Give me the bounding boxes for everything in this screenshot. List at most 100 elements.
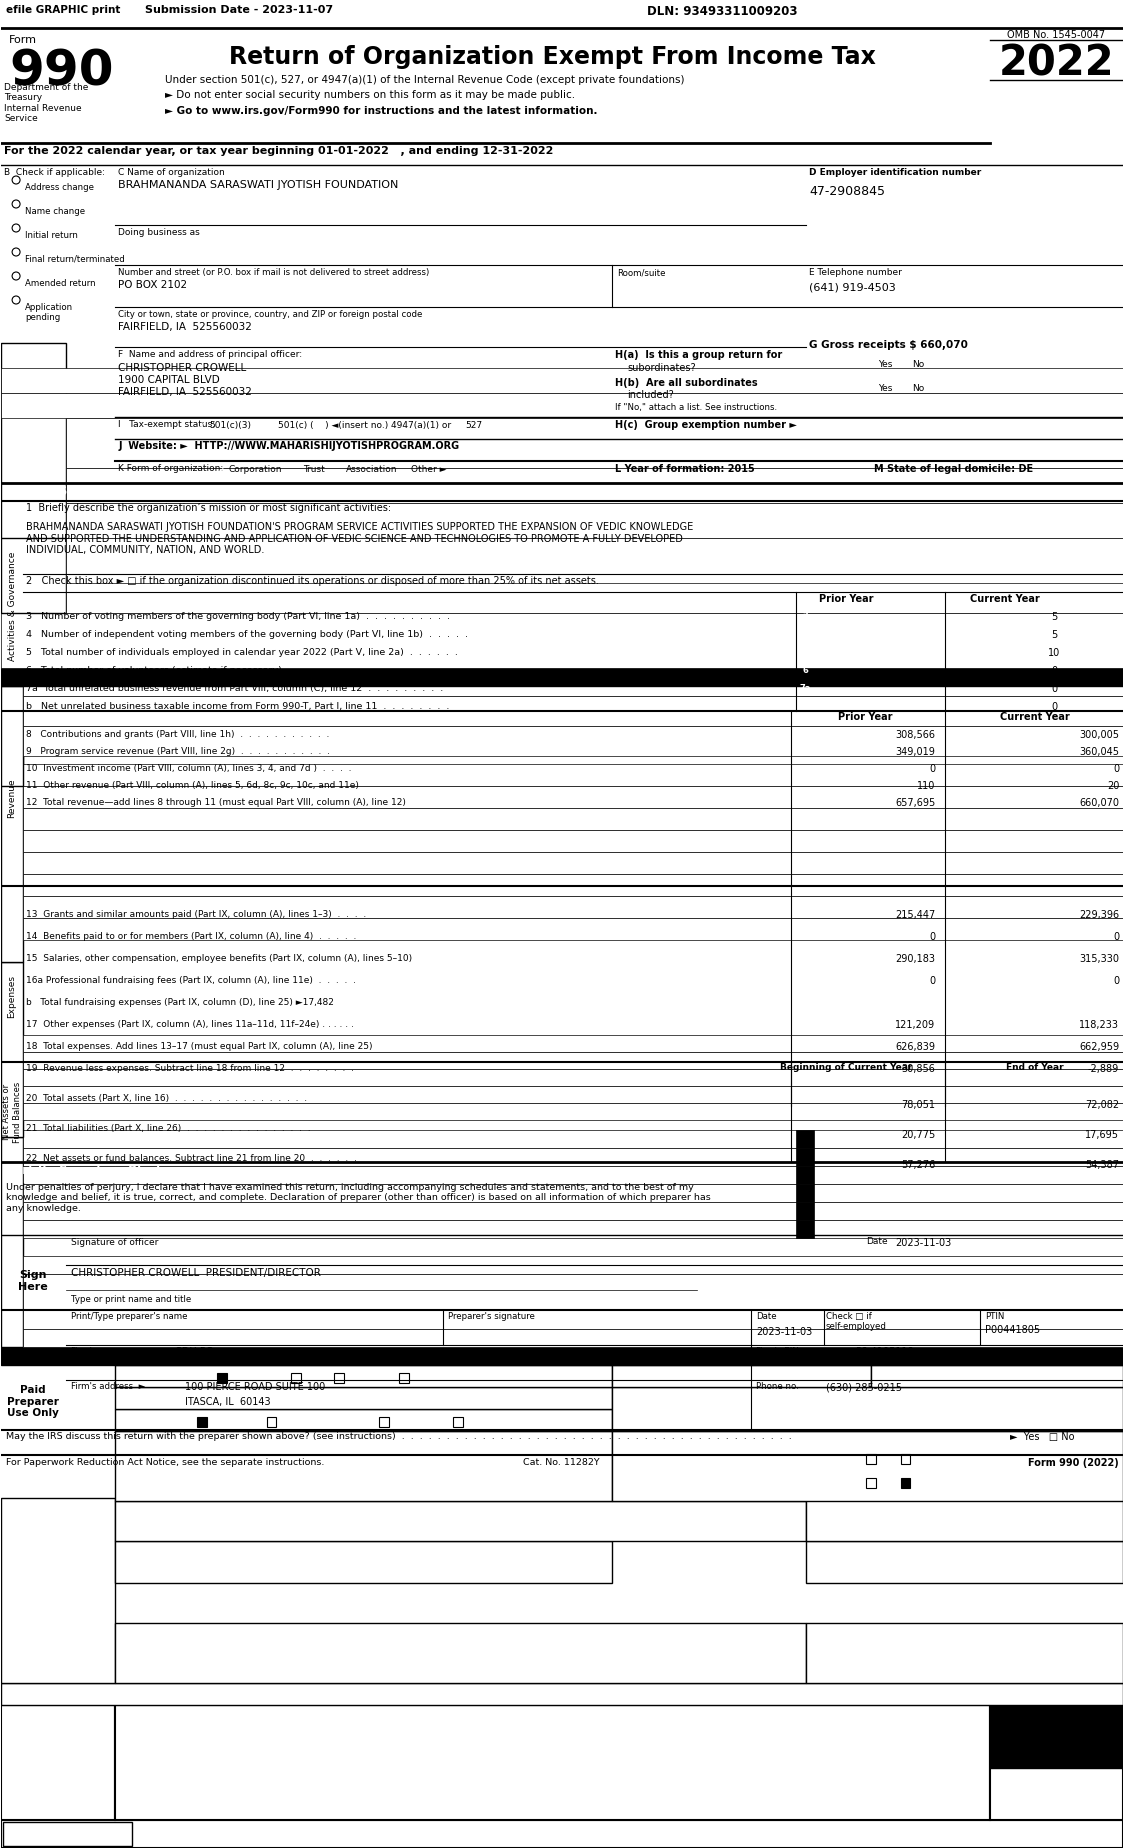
Text: Part II   Signature Block: Part II Signature Block (6, 1164, 164, 1177)
Text: b   Total fundraising expenses (Part IX, column (D), line 25) ►17,482: b Total fundraising expenses (Part IX, c… (26, 998, 334, 1007)
Bar (1, 1684, 1123, 1706)
Bar (115, 1706, 990, 1820)
Circle shape (12, 200, 20, 209)
Bar (23, 1035, 1123, 1052)
Text: 13  Grants and similar amounts paid (Part IX, column (A), lines 1–3)  .  .  .  .: 13 Grants and similar amounts paid (Part… (26, 909, 366, 918)
Bar (23, 697, 1123, 726)
Bar (806, 1478, 1123, 1541)
Text: CDH PC: CDH PC (175, 1347, 212, 1356)
Text: 15  Salaries, other compensation, employee benefits (Part IX, column (A), lines : 15 Salaries, other compensation, employe… (26, 954, 412, 963)
Circle shape (12, 272, 20, 281)
Text: FAIRFIELD, IA  525560032: FAIRFIELD, IA 525560032 (119, 386, 252, 397)
Text: Date: Date (756, 1312, 777, 1321)
Bar (901, 1454, 910, 1464)
Text: 7b: 7b (799, 702, 811, 711)
Bar (1, 963, 23, 1137)
Text: 657,695: 657,695 (895, 798, 935, 808)
Bar (65, 468, 1123, 503)
Text: 626,839: 626,839 (895, 1042, 935, 1052)
Bar (23, 1273, 1123, 1329)
Text: Signature of officer: Signature of officer (71, 1238, 158, 1247)
Bar (291, 1373, 301, 1382)
Text: No: No (912, 360, 925, 370)
Bar (1, 1820, 1123, 1848)
Text: 47-2908845: 47-2908845 (809, 185, 885, 198)
Text: B  Check if applicable:: B Check if applicable: (5, 168, 105, 177)
Bar (901, 1478, 910, 1488)
Bar (1, 1499, 115, 1684)
Text: (641) 919-4503: (641) 919-4503 (809, 283, 895, 292)
Text: 7a  Total unrelated business revenue from Part VIII, column (C), line 12  .  .  : 7a Total unrelated business revenue from… (26, 684, 444, 693)
Text: Address change: Address change (25, 183, 94, 192)
Bar (115, 1430, 612, 1501)
Bar (612, 1388, 1123, 1430)
Text: Print/Type preparer's name: Print/Type preparer's name (71, 1312, 187, 1321)
Text: Current Year: Current Year (970, 593, 1040, 604)
Bar (399, 1373, 409, 1382)
Text: 1  Briefly describe the organization’s mission or most significant activities:: 1 Briefly describe the organization’s mi… (26, 503, 391, 514)
Text: 0: 0 (929, 931, 935, 942)
Text: End of Year: End of Year (1006, 1063, 1064, 1072)
Bar (796, 1220, 814, 1238)
Text: G Gross receipts $ 660,070: G Gross receipts $ 660,070 (809, 340, 968, 349)
Bar (990, 1676, 1123, 1820)
Bar (1, 344, 65, 538)
Bar (65, 503, 1123, 538)
Bar (23, 918, 1123, 941)
Text: 0: 0 (929, 763, 935, 774)
Text: Sign
Here: Sign Here (18, 1270, 47, 1292)
Text: Prior Year: Prior Year (819, 593, 873, 604)
Text: PTIN: PTIN (984, 1312, 1005, 1321)
Bar (23, 1220, 1123, 1238)
Text: Under section 501(c), 527, or 4947(a)(1) of the Internal Revenue Code (except pr: Under section 501(c), 527, or 4947(a)(1)… (165, 76, 684, 85)
Text: 0: 0 (929, 976, 935, 987)
Text: FAIRFIELD, IA  525560032: FAIRFIELD, IA 525560032 (119, 322, 252, 333)
Bar (23, 852, 1123, 874)
Text: 308,566: 308,566 (895, 730, 935, 739)
Text: Cat. No. 11282Y: Cat. No. 11282Y (524, 1458, 599, 1467)
Text: 5: 5 (803, 649, 808, 658)
Circle shape (12, 296, 20, 305)
Text: 0: 0 (1113, 763, 1119, 774)
Text: Part I    Summary: Part I Summary (6, 484, 122, 497)
Bar (1, 743, 23, 963)
Text: Corporation: Corporation (229, 466, 282, 473)
Text: (630) 285-0215: (630) 285-0215 (826, 1382, 902, 1392)
Bar (23, 896, 1123, 918)
Text: Submission Date - 2023-11-07: Submission Date - 2023-11-07 (146, 6, 333, 15)
Bar (65, 558, 1123, 614)
Text: Net Assets or
Fund Balances: Net Assets or Fund Balances (2, 1081, 21, 1142)
Text: 0: 0 (1051, 665, 1058, 676)
Bar (115, 1623, 806, 1684)
Bar (23, 1329, 1123, 1347)
Text: 19  Revenue less expenses. Subtract line 18 from line 12  .  .  .  .  .  .  .  .: 19 Revenue less expenses. Subtract line … (26, 1064, 355, 1074)
Bar (1, 394, 1123, 418)
Text: 78,051: 78,051 (901, 1100, 935, 1111)
Text: 1900 CAPITAL BLVD: 1900 CAPITAL BLVD (119, 375, 220, 384)
Text: Preparer's signature: Preparer's signature (448, 1312, 535, 1321)
Text: Department of the
Treasury
Internal Revenue
Service: Department of the Treasury Internal Reve… (5, 83, 88, 124)
Text: 4   Number of independent voting members of the governing body (Part VI, line 1b: 4 Number of independent voting members o… (26, 630, 469, 639)
Text: Final return/terminated: Final return/terminated (25, 255, 125, 264)
Text: L Year of formation: 2015: L Year of formation: 2015 (615, 464, 755, 473)
Text: BRAHMANANDA SARASWATI JYOTISH FOUNDATION: BRAHMANANDA SARASWATI JYOTISH FOUNDATION (119, 179, 399, 190)
Text: ✓: ✓ (902, 360, 910, 370)
Text: Form: Form (9, 35, 37, 44)
Text: Firm's EIN  ►: Firm's EIN ► (756, 1347, 812, 1356)
Text: Number and street (or P.O. box if mail is not delivered to street address): Number and street (or P.O. box if mail i… (119, 268, 430, 277)
Text: DLN: 93493311009203: DLN: 93493311009203 (647, 6, 797, 18)
Circle shape (12, 224, 20, 233)
Bar (796, 1166, 814, 1185)
Text: 8   Contributions and grants (Part VIII, line 1h)  .  .  .  .  .  .  .  .  .  . : 8 Contributions and grants (Part VIII, l… (26, 730, 330, 739)
Text: H(b)  Are all subordinates: H(b) Are all subordinates (615, 379, 758, 388)
Text: If "No," attach a list. See instructions.: If "No," attach a list. See instructions… (615, 403, 778, 412)
Text: 9   Program service revenue (Part VIII, line 2g)  .  .  .  .  .  .  .  .  .  .  : 9 Program service revenue (Part VIII, li… (26, 747, 330, 756)
Text: Amended return: Amended return (25, 279, 96, 288)
Text: 501(c) (    ) ◄(insert no.): 501(c) ( ) ◄(insert no.) (279, 421, 388, 431)
Text: 0: 0 (1051, 702, 1058, 711)
Text: -2,889: -2,889 (1088, 1064, 1119, 1074)
Bar (23, 1068, 1123, 1087)
Text: Name change: Name change (25, 207, 85, 216)
Text: PO BOX 2102: PO BOX 2102 (119, 281, 187, 290)
Bar (23, 830, 1123, 852)
